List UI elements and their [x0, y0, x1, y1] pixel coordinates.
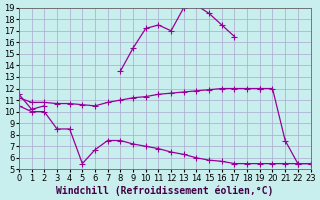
X-axis label: Windchill (Refroidissement éolien,°C): Windchill (Refroidissement éolien,°C)	[56, 185, 273, 196]
